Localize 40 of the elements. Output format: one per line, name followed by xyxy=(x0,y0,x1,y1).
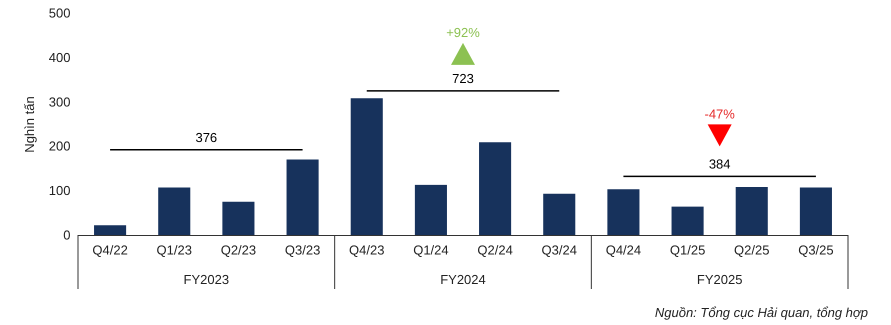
bar xyxy=(800,187,832,235)
text: Nguồn: Tổng cục Hải quan, tổng hợp xyxy=(654,305,868,320)
y-tick-label: 300 xyxy=(48,94,70,110)
annotation: -47% xyxy=(704,106,736,122)
text: FY2024 xyxy=(440,272,486,287)
bar xyxy=(158,187,190,235)
text: FY2023 xyxy=(184,272,230,287)
annotation: 376 xyxy=(195,130,218,145)
x-tick-label: Q3/24 xyxy=(542,242,577,258)
bar xyxy=(94,225,126,235)
y-tick-label: 200 xyxy=(48,138,70,154)
x-tick-label: Q3/23 xyxy=(284,242,320,258)
y-tick-label: 100 xyxy=(48,183,70,198)
bar xyxy=(607,189,640,235)
x-tick-label: Q1/23 xyxy=(156,242,192,258)
bar xyxy=(672,206,704,235)
bar xyxy=(543,194,576,235)
annotation: 723 xyxy=(452,70,474,86)
x-tick-label: Q3/25 xyxy=(798,242,834,258)
y-tick-label: 500 xyxy=(48,6,70,20)
bar xyxy=(350,98,383,235)
bar xyxy=(414,184,447,235)
x-tick-label: Q2/24 xyxy=(477,242,513,258)
bar xyxy=(479,142,512,235)
bar xyxy=(736,187,768,235)
y-tick-label: 0 xyxy=(63,228,70,242)
x-tick-label: Q4/23 xyxy=(349,242,384,258)
annotation: +92% xyxy=(446,24,480,40)
bar xyxy=(286,160,319,235)
x-tick-label: Q4/22 xyxy=(92,242,128,258)
x-tick-label: Q2/25 xyxy=(734,242,770,258)
bar xyxy=(222,202,254,235)
y-axis-title: Nghìn tấn xyxy=(22,96,37,153)
annotation: 384 xyxy=(708,156,731,172)
x-tick-label: Q1/24 xyxy=(413,242,449,258)
x-tick-label: Q1/25 xyxy=(670,242,706,258)
x-tick-label: Q4/24 xyxy=(606,242,642,258)
x-tick-label: Q2/23 xyxy=(220,242,256,258)
text: FY2025 xyxy=(696,272,742,287)
y-tick-label: 400 xyxy=(48,50,70,65)
